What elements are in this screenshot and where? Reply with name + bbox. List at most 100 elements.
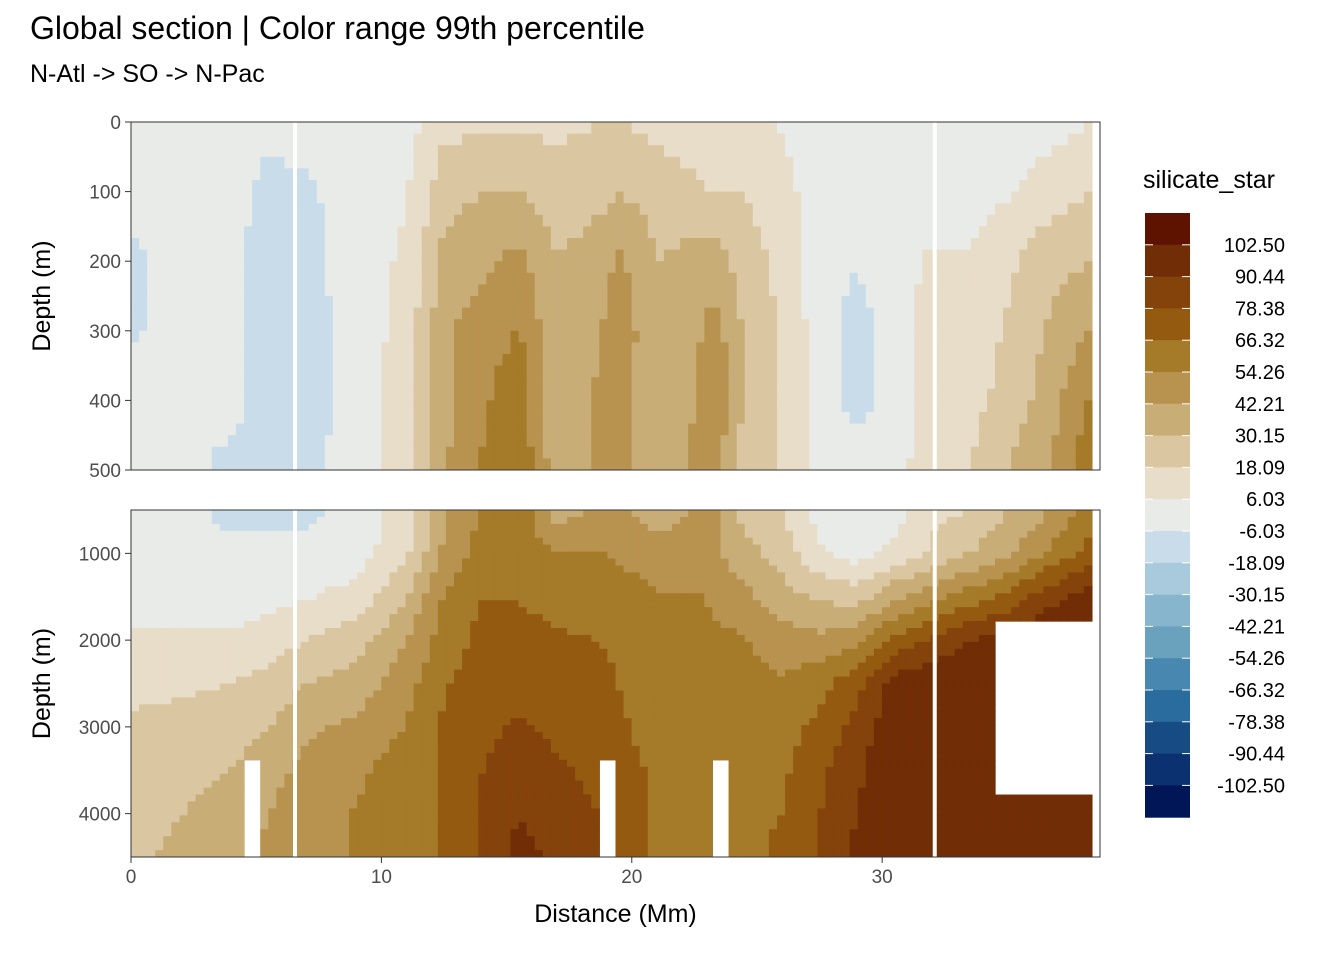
heatmap-cell <box>494 180 504 193</box>
heatmap-cell <box>962 272 972 285</box>
heatmap-cell <box>914 122 923 135</box>
heatmap-cell <box>720 249 730 262</box>
heatmap-cell <box>1067 319 1077 332</box>
heatmap-cell <box>478 330 487 343</box>
heatmap-cell <box>558 156 568 169</box>
heatmap-cell <box>381 435 390 448</box>
heatmap-cell <box>849 435 859 448</box>
heatmap-cell <box>195 725 205 733</box>
heatmap-cell <box>1019 435 1028 448</box>
heatmap-cell <box>672 180 681 193</box>
heatmap-cell <box>615 191 625 204</box>
heatmap-cell <box>865 342 875 355</box>
heatmap-cell <box>268 787 277 796</box>
heatmap-cell <box>219 634 229 643</box>
heatmap-cell <box>583 435 592 448</box>
heatmap-cell <box>591 284 600 297</box>
heatmap-cell <box>583 203 592 216</box>
heatmap-cell <box>607 365 617 378</box>
heatmap-cell <box>655 435 665 448</box>
heatmap-cell <box>672 168 681 181</box>
heatmap-cell <box>203 752 213 761</box>
heatmap-cell <box>187 711 197 719</box>
heatmap-cell <box>663 446 673 459</box>
heatmap-cell <box>187 523 197 532</box>
heatmap-cell <box>316 745 326 754</box>
heatmap-cell <box>1083 365 1093 378</box>
heatmap-cell <box>986 284 996 297</box>
heatmap-cell <box>462 238 471 251</box>
heatmap-cell <box>1075 191 1085 204</box>
heatmap-cell <box>332 607 342 615</box>
heatmap-cell <box>155 780 164 789</box>
heatmap-cell <box>284 319 294 332</box>
heatmap-cell <box>712 412 722 425</box>
heatmap-cell <box>203 365 213 378</box>
heatmap-cell <box>235 284 245 297</box>
heatmap-cell <box>211 544 221 553</box>
heatmap-cell <box>139 412 148 425</box>
heatmap-cell <box>817 191 827 204</box>
heatmap-cell <box>809 284 818 297</box>
heatmap-cell <box>502 458 512 470</box>
heatmap-cell <box>623 435 633 448</box>
heatmap-cell <box>898 342 907 355</box>
heatmap-cell <box>744 330 754 343</box>
heatmap-cell <box>445 203 455 216</box>
heatmap-cell <box>252 725 261 733</box>
heatmap-cell <box>332 815 342 823</box>
heatmap-cell <box>203 794 213 803</box>
heatmap-cell <box>841 342 851 355</box>
heatmap-cell <box>777 319 786 332</box>
heatmap-cell <box>268 388 277 401</box>
heatmap-cell <box>696 377 705 390</box>
heatmap-cell <box>704 342 713 355</box>
heatmap-cell <box>518 400 528 413</box>
heatmap-cell <box>688 400 697 413</box>
heatmap-cell <box>340 614 350 622</box>
heatmap-cell <box>986 145 996 158</box>
heatmap-cell <box>308 168 318 181</box>
heatmap-cell <box>1083 342 1093 355</box>
heatmap-cell <box>841 458 851 470</box>
heatmap-cell <box>978 446 988 459</box>
heatmap-cell <box>260 676 269 685</box>
heatmap-cell <box>518 458 528 470</box>
heatmap-cell <box>494 145 504 158</box>
heatmap-cell <box>1035 180 1045 193</box>
heatmap-cell <box>187 787 197 796</box>
heatmap-cell <box>413 156 423 169</box>
heatmap-cell <box>268 214 277 227</box>
heatmap-cell <box>308 284 318 297</box>
heatmap-cell <box>720 238 730 251</box>
heatmap-cell <box>155 836 164 844</box>
heatmap-cell <box>922 423 932 436</box>
heatmap-cell <box>332 284 342 297</box>
heatmap-cell <box>914 388 923 401</box>
heatmap-cell <box>454 458 463 470</box>
heatmap-cell <box>300 662 310 671</box>
heatmap-cell <box>139 669 148 678</box>
heatmap-cell <box>486 226 495 239</box>
heatmap-cell <box>211 284 221 297</box>
heatmap-cell <box>187 446 197 459</box>
heatmap-cell <box>131 354 140 367</box>
heatmap-cell <box>1059 435 1069 448</box>
heatmap-cell <box>332 412 342 425</box>
heatmap-cell <box>801 330 810 343</box>
heatmap-cell <box>252 607 261 615</box>
heatmap-cell <box>203 766 213 775</box>
heatmap-cell <box>357 180 366 193</box>
heatmap-cell <box>865 191 875 204</box>
heatmap-cell <box>235 238 245 251</box>
heatmap-cell <box>260 600 269 608</box>
heatmap-cell <box>494 412 504 425</box>
heatmap-cell <box>486 400 495 413</box>
heatmap-cell <box>171 600 181 608</box>
heatmap-cell <box>187 272 197 285</box>
heatmap-cell <box>510 400 520 413</box>
heatmap-cell <box>389 145 399 158</box>
heatmap-cell <box>357 662 366 671</box>
heatmap-cell <box>227 296 237 309</box>
heatmap-cell <box>494 296 504 309</box>
